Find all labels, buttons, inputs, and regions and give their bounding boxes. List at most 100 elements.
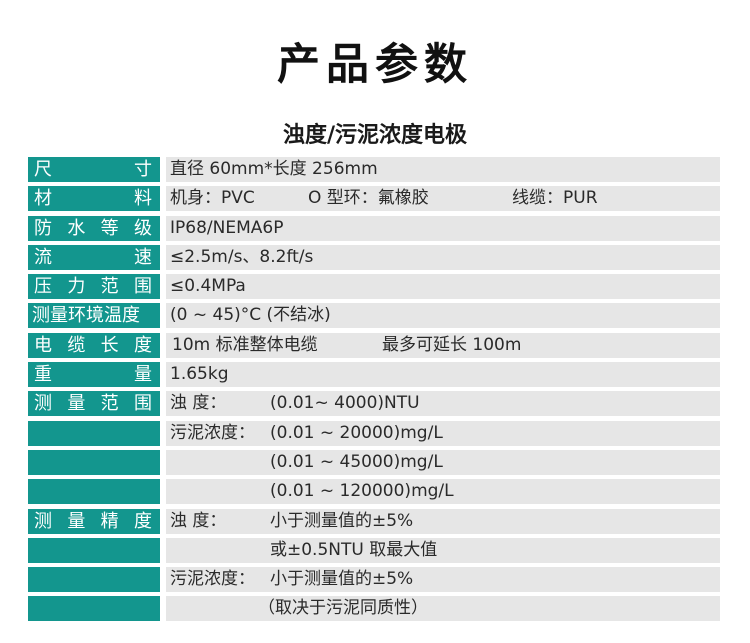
label-char: 材 [34,188,52,210]
value-oring: O 型环：氟橡胶 [308,188,429,209]
value-sub-label: 浊 度： [170,510,227,531]
spec-row-cable-length: 电 缆 长 度 10m 标准整体电缆 最多可延长 100m [28,332,720,358]
spec-row-waterproof: 防 水 等 级 IP68/NEMA6P [28,215,720,241]
label-char: 测 [34,393,52,415]
value-max-cable: 最多可延长 100m [382,334,522,355]
label-char: 寸 [134,159,152,180]
value-range-sludge-2: (0.01 ~ 45000)mg/L [166,449,720,475]
label-flow: 流 速 [28,244,160,270]
label-empty [28,479,160,505]
label-char: 料 [134,188,152,210]
label-weight: 重 量 [28,362,160,388]
value-waterproof: IP68/NEMA6P [166,215,720,241]
label-measure-accuracy: 测 量 精 度 [28,508,160,534]
label-char: 力 [67,276,86,298]
value-text: 或±0.5NTU 取最大值 [270,539,438,560]
spec-row-range-sludge-3: (0.01 ~ 120000)mg/L [28,479,720,505]
value-temperature: (0 ~ 45)°C (不结冰) [166,303,720,329]
label-char: 缆 [67,334,86,356]
spec-row-temperature: 测量环境温度 (0 ~ 45)°C (不结冰) [28,303,720,329]
label-empty [28,420,160,446]
label-empty [28,567,160,593]
value-text: (0.01 ~ 20000)mg/L [270,422,443,443]
spec-row-pressure: 压 力 范 围 ≤0.4MPa [28,274,720,300]
value-text: 小于测量值的±5% [270,569,414,590]
label-char: 等 [100,217,119,239]
value-text: (0.01 ~ 120000)mg/L [270,481,454,502]
spec-row-accuracy-note: （取决于污泥同质性） [28,596,720,622]
spec-row-material: 材 料 机身：PVC O 型环：氟橡胶 线缆：PUR [28,186,720,212]
value-sub-label: 浊 度： [170,393,227,414]
spec-table: 尺 寸 直径 60mm*长度 256mm 材 料 机身：PVC O 型环：氟橡胶… [28,157,720,626]
value-sub-label: 污泥浓度： [170,569,255,590]
label-material: 材 料 [28,186,160,212]
label-pressure: 压 力 范 围 [28,274,160,300]
value-text: ≤2.5m/s、8.2ft/s [170,246,314,267]
product-subtitle: 浊度/污泥浓度电极 [282,123,468,148]
spec-row-accuracy-sludge: 污泥浓度： 小于测量值的±5% [28,567,720,593]
value-accuracy-turbidity-2: 或±0.5NTU 取最大值 [166,537,720,563]
value-text: 小于测量值的±5% [270,510,414,531]
value-material: 机身：PVC O 型环：氟橡胶 线缆：PUR [166,186,720,212]
label-char: 量 [67,510,86,532]
label-char: 长 [100,334,119,356]
label-char: 流 [34,246,52,268]
label-char: 水 [67,217,86,239]
value-range-turbidity: 浊 度： (0.01~ 4000)NTU [166,391,720,417]
value-cable-length: 10m 标准整体电缆 最多可延长 100m [166,332,720,358]
label-char: 度 [133,334,152,356]
spec-row-range-sludge-2: (0.01 ~ 45000)mg/L [28,449,720,475]
value-text: (0.01~ 4000)NTU [270,393,420,414]
value-text: ≤0.4MPa [170,276,246,297]
value-text: （取决于污泥同质性） [258,598,428,619]
label-empty [28,449,160,475]
label-char: 量 [134,364,152,386]
value-text: 直径 60mm*长度 256mm [170,159,378,179]
value-body: 机身：PVC [170,188,255,209]
value-cable: 线缆：PUR [512,188,598,209]
label-char: 范 [100,276,119,298]
label-char: 范 [100,393,119,415]
label-char: 防 [34,217,52,239]
label-empty [28,596,160,622]
value-accuracy-turbidity: 浊 度： 小于测量值的±5% [166,508,720,534]
label-char: 测 [34,510,52,532]
spec-row-weight: 重 量 1.65kg [28,362,720,388]
value-text: 1.65kg [170,364,229,385]
label-char: 度 [133,510,152,532]
value-accuracy-sludge: 污泥浓度： 小于测量值的±5% [166,567,720,593]
spec-row-range-turbidity: 测 量 范 围 浊 度： (0.01~ 4000)NTU [28,391,720,417]
label-char: 重 [34,364,52,386]
label-char: 尺 [34,159,52,180]
value-accuracy-note: （取决于污泥同质性） [166,596,720,622]
value-pressure: ≤0.4MPa [166,274,720,300]
value-text: (0 ~ 45)°C (不结冰) [170,305,331,326]
label-char: 级 [133,217,152,239]
label-measure-range: 测 量 范 围 [28,391,160,417]
value-size: 直径 60mm*长度 256mm [166,157,720,182]
value-flow: ≤2.5m/s、8.2ft/s [166,244,720,270]
value-text: (0.01 ~ 45000)mg/L [270,451,443,472]
label-char: 量 [67,393,86,415]
page-title: 产品参数 [277,40,473,90]
label-temperature: 测量环境温度 [28,303,160,329]
value-range-sludge-3: (0.01 ~ 120000)mg/L [166,479,720,505]
value-standard-cable: 10m 标准整体电缆 [172,334,318,355]
spec-row-size: 尺 寸 直径 60mm*长度 256mm [28,157,720,182]
label-waterproof: 防 水 等 级 [28,215,160,241]
label-char: 围 [133,276,152,298]
label-char: 速 [134,246,152,268]
label-char: 电 [34,334,52,356]
value-range-sludge: 污泥浓度： (0.01 ~ 20000)mg/L [166,420,720,446]
spec-row-accuracy-turbidity: 测 量 精 度 浊 度： 小于测量值的±5% [28,508,720,534]
label-size: 尺 寸 [28,157,160,182]
spec-row-range-sludge: 污泥浓度： (0.01 ~ 20000)mg/L [28,420,720,446]
spec-row-flow: 流 速 ≤2.5m/s、8.2ft/s [28,244,720,270]
value-text: IP68/NEMA6P [170,217,284,238]
label-char: 围 [133,393,152,415]
value-sub-label: 污泥浓度： [170,422,255,443]
label-char: 压 [34,276,52,298]
spec-row-accuracy-turbidity-2: 或±0.5NTU 取最大值 [28,537,720,563]
label-empty [28,537,160,563]
value-weight: 1.65kg [166,362,720,388]
